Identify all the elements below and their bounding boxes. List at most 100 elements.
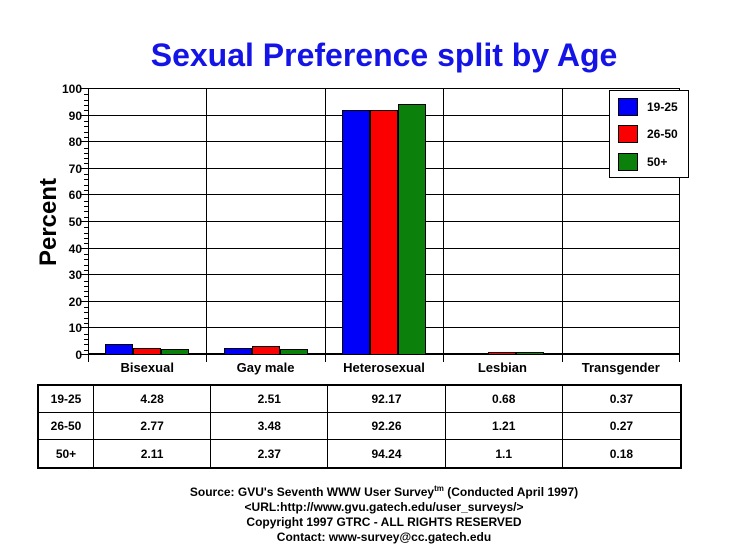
bar-19-25	[105, 343, 134, 355]
x-axis-tick	[206, 355, 207, 362]
table-cell: 2.37	[211, 440, 329, 467]
y-tick-label: 60	[68, 188, 82, 203]
legend-label: 50+	[647, 154, 668, 169]
table-cell: 0.18	[609, 446, 634, 461]
y-minor-tick	[84, 318, 88, 319]
y-tick-label: 50	[68, 215, 82, 229]
x-axis-label: Lesbian	[477, 360, 527, 375]
table-cell: 94.24	[328, 440, 446, 467]
gridline-h	[88, 88, 680, 89]
y-tick-label: 0	[75, 348, 82, 362]
y-minor-tick	[84, 265, 88, 266]
table-cell: 0.37	[562, 386, 680, 413]
y-minor-tick	[84, 201, 88, 202]
y-minor-tick	[84, 174, 88, 175]
y-minor-tick	[84, 132, 88, 133]
y-minor-tick	[84, 94, 88, 95]
url-line: <URL:http://www.gvu.gatech.edu/user_surv…	[244, 500, 524, 514]
legend-swatch-icon	[618, 125, 638, 143]
y-minor-tick	[84, 227, 88, 228]
legend: 19-25 26-50 50+	[609, 90, 689, 178]
source-line: Source: GVU's Seventh WWW User Surveytm …	[39, 481, 729, 500]
y-minor-tick	[84, 233, 88, 234]
y-minor-tick	[84, 254, 88, 255]
y-minor-tick	[84, 211, 88, 212]
y-minor-tick	[84, 312, 88, 313]
y-minor-tick	[84, 291, 88, 292]
footer: Source: GVU's Seventh WWW User Surveytm …	[39, 481, 729, 545]
contact-line: Contact: www-survey@cc.gatech.edu	[276, 530, 492, 544]
y-major-tick	[81, 88, 88, 89]
y-minor-tick	[84, 296, 88, 297]
y-tick-label: 90	[68, 108, 82, 123]
legend-item: 50+	[618, 150, 688, 174]
legend-label: 26-50	[647, 127, 678, 141]
bar-26-50	[133, 347, 162, 355]
bar-50+	[279, 348, 308, 355]
y-tick-label: 100	[61, 82, 82, 96]
bar-26-50	[488, 351, 517, 355]
table-cell: 1.1	[446, 440, 563, 467]
trademark-sup: tm	[434, 484, 444, 493]
y-minor-tick	[84, 126, 88, 127]
y-tick-label: 10	[68, 321, 82, 336]
y-minor-tick	[84, 137, 88, 138]
y-major-tick	[81, 221, 88, 222]
data-table: 19-25 4.28 2.51 92.17 0.68 0.37 26-50 2.77 3.48 9…	[37, 384, 682, 469]
y-minor-tick	[84, 259, 88, 260]
table-cell: 1.21	[445, 413, 563, 440]
y-minor-tick	[84, 190, 88, 191]
y-major-tick	[81, 141, 88, 142]
legend-swatch-icon	[618, 97, 638, 116]
y-tick-label: 70	[68, 161, 82, 176]
y-tick-label: 20	[68, 294, 82, 309]
y-major-tick	[81, 194, 88, 195]
y-minor-tick	[84, 281, 88, 282]
legend-item: 19-25	[618, 95, 688, 119]
x-axis-tick	[679, 355, 680, 362]
x-axis-tick	[443, 355, 444, 362]
bar-19-25	[578, 353, 607, 355]
y-major-tick	[81, 115, 88, 116]
gridline-v	[206, 89, 207, 355]
y-minor-tick	[84, 105, 88, 106]
x-axis-label: Heterosexual	[343, 360, 425, 375]
y-minor-tick	[84, 307, 88, 308]
gridline-v	[88, 89, 89, 355]
gridline-v	[562, 89, 563, 355]
table-row-label: 19-25	[39, 386, 94, 413]
y-minor-tick	[84, 158, 88, 159]
y-tick-label: 30	[68, 268, 82, 283]
y-major-tick	[81, 327, 88, 328]
legend-item: 26-50	[618, 122, 688, 146]
y-minor-tick	[84, 110, 88, 111]
table-cell: 2.51	[211, 386, 329, 413]
bar-50+	[161, 349, 190, 355]
x-axis-label: Gay male	[236, 360, 295, 375]
x-axis-label: Transgender	[581, 360, 660, 375]
y-minor-tick	[84, 148, 88, 149]
y-minor-tick	[84, 163, 88, 164]
bar-50+	[398, 104, 426, 355]
y-minor-tick	[84, 286, 88, 287]
table-row-label: 26-50	[39, 413, 94, 440]
y-minor-tick	[84, 217, 88, 218]
x-axis-tick	[88, 355, 89, 362]
y-major-tick	[81, 354, 88, 355]
y-major-tick	[81, 248, 88, 249]
legend-swatch-icon	[618, 152, 638, 171]
bar-50+	[516, 352, 545, 355]
table-cell: 2.77	[94, 413, 212, 440]
y-minor-tick	[84, 121, 88, 122]
y-minor-tick	[84, 270, 88, 271]
chart-title: Sexual Preference split by Age	[150, 37, 618, 73]
y-tick-label: 80	[68, 135, 82, 150]
y-major-tick	[81, 274, 88, 275]
legend-label: 19-25	[647, 99, 678, 114]
bar-50+	[634, 353, 663, 355]
bar-19-25	[460, 353, 489, 355]
bar-19-25	[223, 348, 252, 355]
table-cell: 0.27	[562, 413, 680, 440]
table-row-label: 50+	[39, 440, 94, 467]
